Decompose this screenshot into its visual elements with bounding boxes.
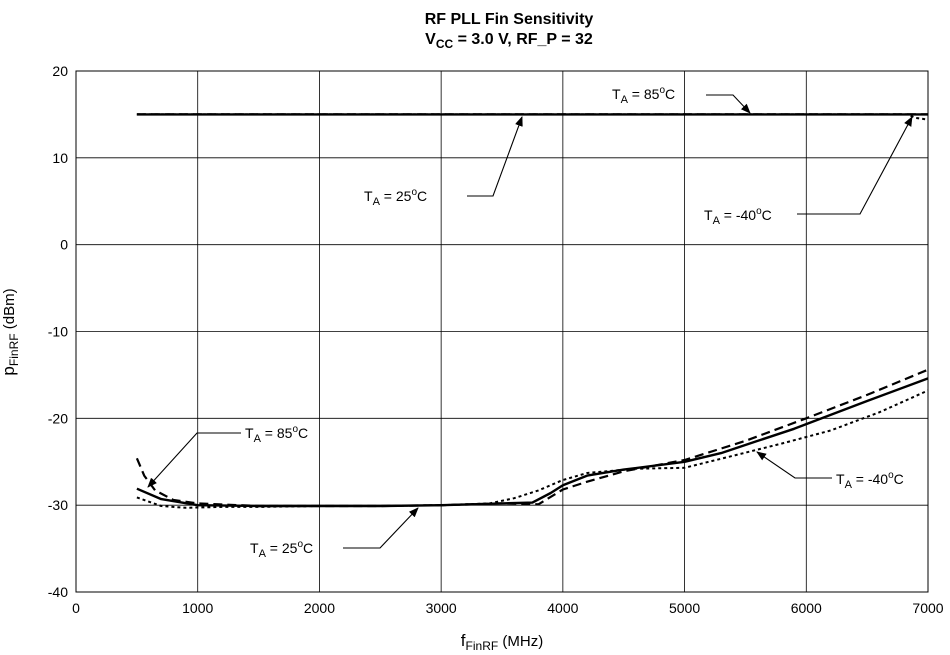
grid: [76, 71, 928, 592]
x-axis-label: fFinRF (MHz): [461, 631, 543, 653]
series-lines: [135, 113, 929, 509]
arrow-lower-85: [147, 432, 241, 488]
chart-title: RF PLL Fin Sensitivity: [425, 11, 594, 28]
y-tick-label: -20: [48, 410, 68, 426]
x-tick-label: 2000: [304, 600, 335, 616]
annotation-upper-25: TA = 25oC: [364, 187, 427, 208]
x-tick-label: 3000: [426, 600, 457, 616]
series-line-lower-dotted: [136, 389, 929, 509]
annotation-arrows: [147, 94, 913, 549]
x-tick-label: 6000: [791, 600, 822, 616]
x-tick-labels: 0 1000 2000 3000 4000 5000 6000 7000: [72, 600, 944, 616]
arrow-lower-25: [343, 507, 419, 549]
y-tick-label: -30: [48, 497, 68, 513]
y-tick-label: 10: [52, 150, 68, 166]
arrow-upper-m40: [797, 116, 913, 215]
y-tick-labels: 20 10 0 -10 -20 -30 -40: [48, 63, 68, 600]
annotation-lower-85: TA = 85oC: [245, 424, 308, 445]
y-tick-label: 0: [60, 237, 68, 253]
annotation-upper-m40: TA = -40oC: [704, 206, 772, 227]
arrow-lower-m40: [756, 451, 832, 479]
arrow-upper-85: [706, 94, 751, 114]
x-tick-label: 0: [72, 600, 80, 616]
plot-frame: [75, 70, 929, 593]
annotation-upper-85: TA = 85oC: [612, 85, 675, 106]
y-tick-label: -10: [48, 324, 68, 340]
y-axis-label: pFinRF (dBm): [0, 288, 21, 375]
chart-subtitle: VCC = 3.0 V, RF_P = 32: [425, 31, 593, 51]
x-tick-label: 5000: [669, 600, 700, 616]
annotation-lower-25: TA = 25oC: [250, 539, 313, 560]
x-tick-label: 4000: [547, 600, 578, 616]
y-tick-label: -40: [48, 584, 68, 600]
arrow-upper-25: [467, 116, 523, 197]
x-tick-label: 7000: [912, 600, 943, 616]
series-line-lower-dashed: [135, 368, 929, 508]
y-tick-label: 20: [52, 63, 68, 79]
x-tick-label: 1000: [182, 600, 213, 616]
annotation-lower-m40: TA = -40oC: [836, 470, 904, 491]
